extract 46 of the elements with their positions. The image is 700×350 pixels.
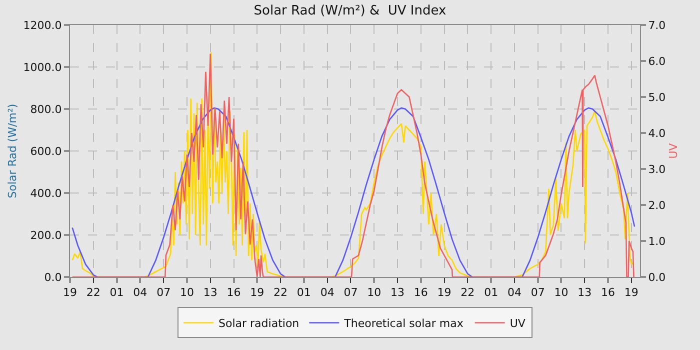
legend-label: Solar radiation [218, 317, 300, 330]
y-axis-title: Solar Rad (W/m²) [6, 104, 19, 198]
x-tick-label: 04 [320, 286, 334, 300]
y-tick-label: 0.0 [44, 270, 62, 284]
x-tick-label: 13 [390, 286, 404, 300]
y2-tick-label: 4.0 [648, 126, 666, 140]
y2-tick-label: 0.0 [648, 270, 666, 284]
x-tick-label: 01 [484, 286, 498, 300]
y2-tick-label: 6.0 [648, 54, 666, 68]
x-tick-label: 07 [156, 286, 171, 300]
x-tick-label: 16 [226, 286, 241, 300]
x-tick-label: 16 [601, 286, 616, 300]
x-tick-label: 10 [367, 286, 382, 300]
y-tick-label: 200.0 [30, 228, 62, 242]
x-tick-label: 19 [437, 286, 452, 300]
y2-axis-title: UV [666, 142, 680, 159]
y2-tick-label: 1.0 [648, 234, 666, 248]
x-tick-label: 19 [624, 286, 638, 300]
x-tick-label: 07 [344, 286, 358, 300]
x-tick-label: 22 [86, 286, 100, 300]
y2-tick-label: 3.0 [648, 162, 666, 176]
y-tick-label: 400.0 [30, 186, 62, 200]
y-tick-label: 800.0 [30, 102, 62, 116]
x-tick-label: 04 [507, 286, 522, 300]
x-tick-label: 01 [296, 286, 311, 300]
legend-label: Theoretical solar max [343, 317, 464, 330]
x-tick-label: 19 [63, 286, 77, 300]
x-tick-label: 13 [578, 286, 592, 300]
y-tick-label: 600.0 [30, 144, 62, 158]
x-tick-label: 01 [110, 286, 124, 300]
chart-title: Solar Rad (W/m²) & UV Index [254, 3, 447, 18]
y-tick-label: 1000.0 [23, 60, 62, 74]
y2-tick-label: 2.0 [648, 198, 666, 212]
x-tick-label: 19 [250, 286, 264, 300]
x-tick-label: 10 [180, 286, 194, 300]
y-tick-label: 1200.0 [23, 18, 62, 32]
legend-label: UV [510, 317, 526, 330]
x-tick-label: 22 [460, 286, 475, 300]
x-tick-label: 22 [274, 286, 288, 300]
y2-tick-label: 7.0 [648, 18, 666, 32]
x-tick-label: 16 [414, 286, 428, 300]
x-tick-label: 07 [530, 286, 545, 300]
x-tick-label: 10 [554, 286, 568, 300]
y2-tick-label: 5.0 [648, 90, 666, 104]
x-tick-label: 13 [203, 286, 218, 300]
x-tick-label: 04 [133, 286, 148, 300]
